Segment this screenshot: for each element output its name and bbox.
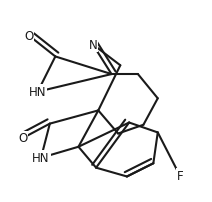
Text: O: O (24, 30, 33, 43)
Text: O: O (18, 132, 28, 145)
Text: N: N (88, 39, 97, 52)
Text: HN: HN (32, 152, 50, 164)
Text: F: F (176, 169, 183, 182)
Text: HN: HN (29, 86, 46, 99)
